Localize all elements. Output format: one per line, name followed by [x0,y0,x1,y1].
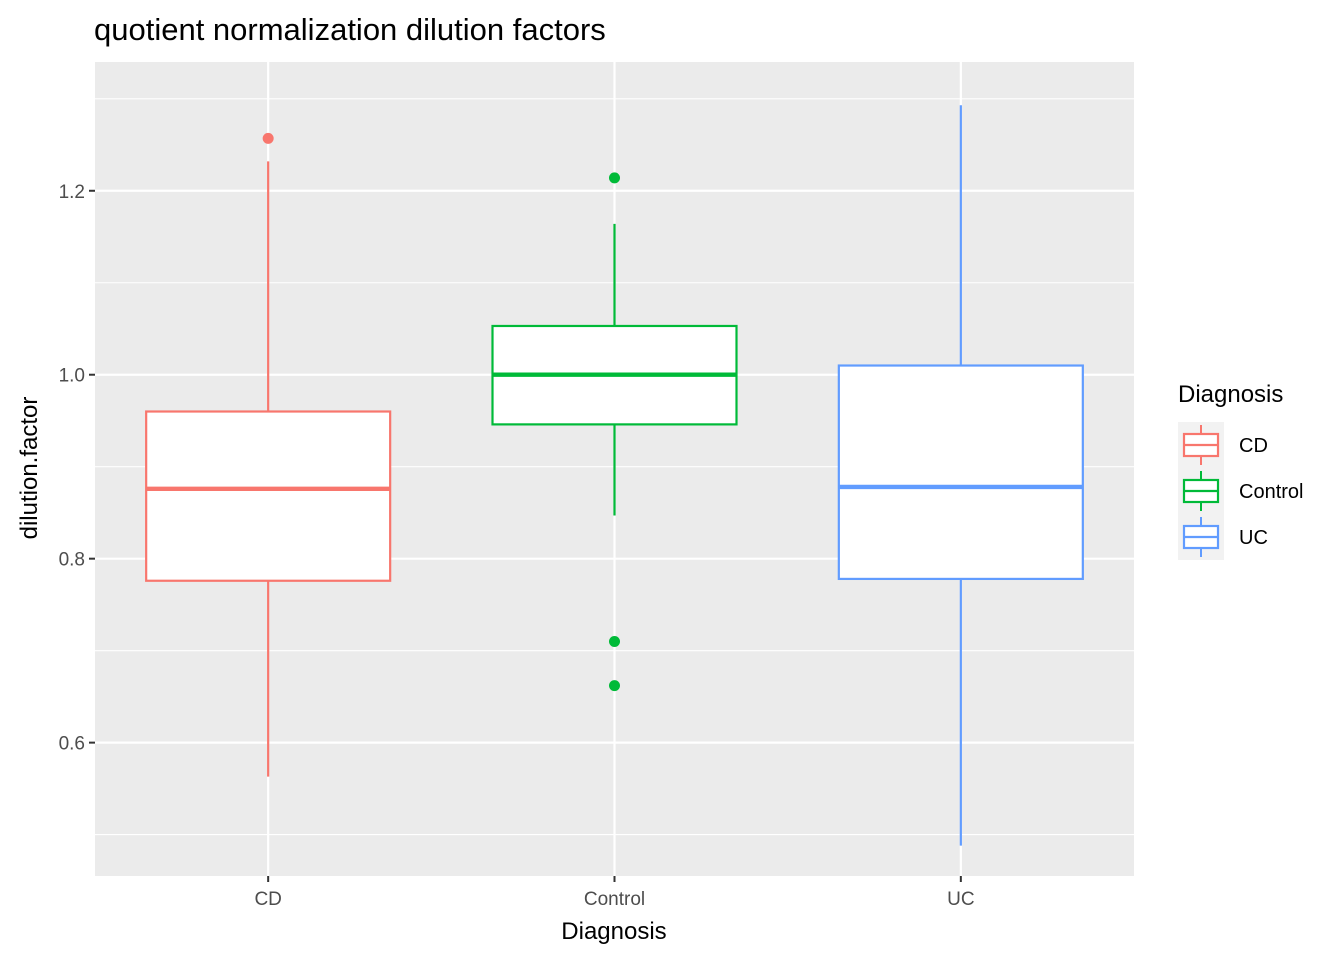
legend-key-cd [1178,422,1224,468]
x-tick-label: UC [947,889,974,910]
box-iqr [837,364,1084,581]
box-group-uc [837,105,1084,846]
x-axis-title: Diagnosis [561,918,666,945]
y-tick-label: 0.6 [59,734,85,755]
legend-label-control: Control [1239,481,1303,503]
outlier-point [609,635,620,647]
outlier-point [262,132,274,144]
legend-label-uc: UC [1239,527,1268,549]
y-axis: 0.6 0.8 1.0 1.2 [59,182,95,755]
plot-panel [95,62,1134,876]
chart-title: quotient normalization dilution factors [94,12,606,47]
legend-key-uc [1178,514,1224,560]
legend: Diagnosis CD Control UC [1178,381,1303,560]
legend-title: Diagnosis [1178,381,1283,408]
y-tick-label: 1.0 [59,366,85,387]
x-tick-label: Control [584,889,645,910]
y-tick-label: 0.8 [59,550,85,571]
box-group-cd [145,132,392,777]
x-tick-label: CD [254,889,281,910]
y-axis-title: dilution.factor [16,397,43,540]
outlier-point [609,172,620,184]
outlier-point [609,680,620,692]
x-axis: CD Control UC [254,876,975,910]
legend-key-control [1178,468,1224,514]
y-tick-label: 1.2 [59,182,85,203]
box-iqr [145,410,392,582]
box-group-control [491,172,738,692]
legend-label-cd: CD [1239,435,1268,457]
